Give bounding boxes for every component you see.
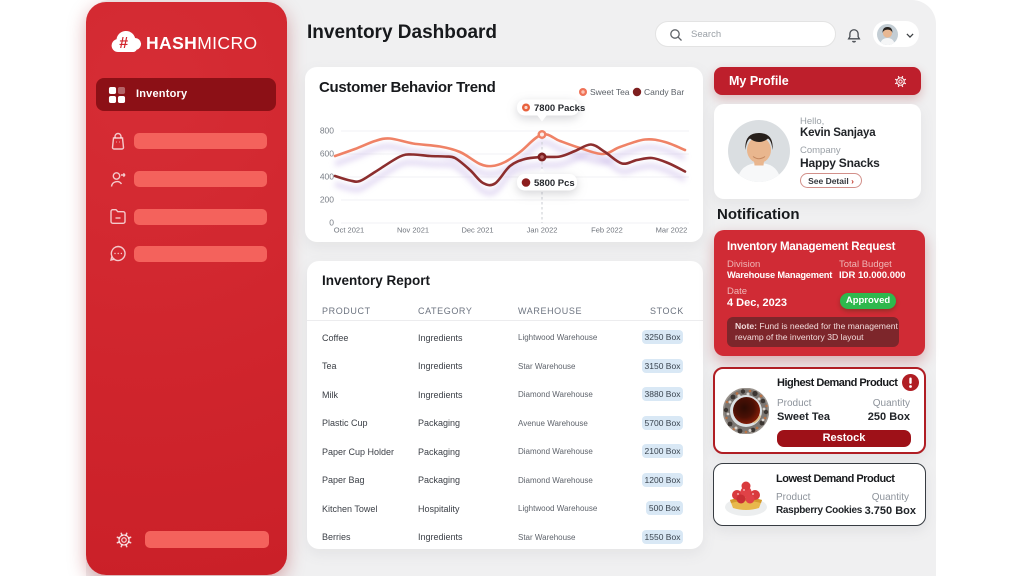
svg-text:Nov 2021: Nov 2021 <box>397 226 429 235</box>
svg-text:Mar 2022: Mar 2022 <box>656 226 688 235</box>
svg-text:Oct 2021: Oct 2021 <box>334 226 364 235</box>
svg-text:Dec 2021: Dec 2021 <box>461 226 493 235</box>
svg-text:Sweet Tea: Sweet Tea <box>590 87 630 97</box>
svg-text:400: 400 <box>320 172 334 182</box>
svg-text:5800 Pcs: 5800 Pcs <box>534 178 575 189</box>
svg-text:7800 Packs: 7800 Packs <box>534 103 585 114</box>
svg-text:Candy Bar: Candy Bar <box>644 87 684 97</box>
svg-text:Feb 2022: Feb 2022 <box>591 226 623 235</box>
svg-text:Jan 2022: Jan 2022 <box>527 226 558 235</box>
svg-text:600: 600 <box>320 149 334 159</box>
svg-text:800: 800 <box>320 126 334 136</box>
svg-text:200: 200 <box>320 195 334 205</box>
svg-text:#: # <box>119 35 128 52</box>
svg-text:0: 0 <box>329 218 334 228</box>
